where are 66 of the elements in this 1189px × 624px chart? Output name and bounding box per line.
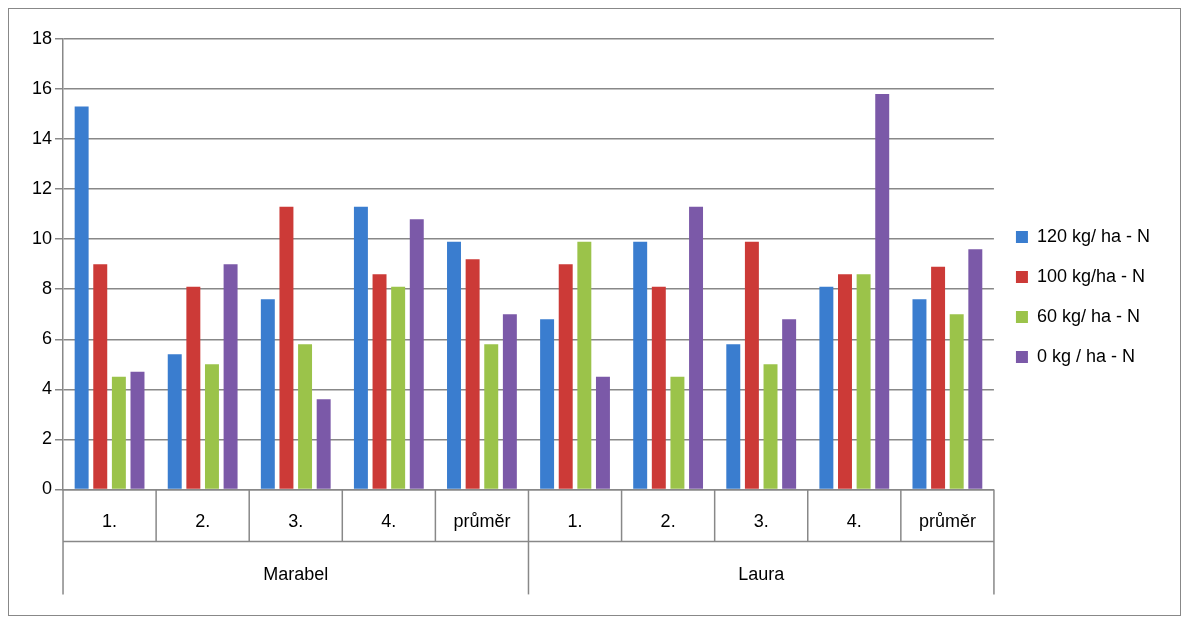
bar <box>298 344 313 489</box>
bar <box>93 264 108 489</box>
bar <box>726 344 741 489</box>
y-tick-label: 14 <box>31 128 53 149</box>
bar <box>782 319 797 489</box>
legend-label: 60 kg/ ha - N <box>1036 305 1140 326</box>
bar <box>856 274 871 489</box>
bar <box>670 376 685 489</box>
bar <box>130 371 145 489</box>
y-tick-label: 0 <box>42 478 53 499</box>
bar <box>353 206 368 489</box>
bar <box>968 249 983 489</box>
bar <box>651 286 666 489</box>
bar <box>838 274 852 489</box>
x-tick-label: průměr <box>918 511 976 532</box>
bar <box>558 264 573 489</box>
x-tick-label: 3. <box>288 511 304 532</box>
bar <box>949 314 964 489</box>
bar <box>577 241 592 489</box>
bar <box>279 206 294 489</box>
x-tick-label: průměr <box>453 511 511 532</box>
bar <box>875 94 890 489</box>
bar <box>484 344 499 489</box>
y-tick-label: 18 <box>31 27 53 48</box>
bar <box>540 319 555 489</box>
bar <box>372 274 387 489</box>
x-tick-label: 2. <box>660 511 676 532</box>
y-tick-label: 4 <box>42 378 53 399</box>
y-tick-label: 8 <box>42 278 53 299</box>
bar <box>74 106 89 489</box>
bar <box>204 364 219 489</box>
bar <box>223 264 238 489</box>
x-tick-label: 1. <box>102 511 118 532</box>
bar <box>689 206 704 489</box>
y-tick-label: 6 <box>42 328 53 349</box>
x-tick-label: 2. <box>195 511 211 532</box>
x-tick-label: 1. <box>567 511 583 532</box>
legend-label: 100 kg/ha - N <box>1036 265 1145 286</box>
bar <box>819 286 834 489</box>
legend-label: 120 kg/ ha - N <box>1036 225 1150 246</box>
y-tick-label: 10 <box>31 228 53 249</box>
bar <box>409 219 424 489</box>
x-tick-label: 3. <box>753 511 769 532</box>
bar <box>167 354 182 489</box>
text: Laura <box>738 564 786 585</box>
bar <box>633 241 648 489</box>
bar <box>931 266 946 489</box>
bar <box>391 286 406 489</box>
text: Marabel <box>263 564 329 585</box>
y-tick-label: 16 <box>31 78 53 99</box>
y-tick-label: 2 <box>42 428 53 449</box>
x-tick-label: 4. <box>381 511 397 532</box>
bar <box>465 259 480 489</box>
bar <box>447 241 461 489</box>
bar <box>912 299 927 489</box>
bar <box>744 241 759 489</box>
bar <box>502 314 517 489</box>
bar <box>111 376 126 489</box>
x-tick-label: 4. <box>846 511 862 532</box>
bar <box>763 364 778 489</box>
bar <box>595 376 610 489</box>
legend-label: 0 kg / ha - N <box>1036 345 1135 366</box>
bar <box>186 286 201 489</box>
bar <box>260 299 275 489</box>
bar <box>316 399 331 489</box>
y-tick-label: 12 <box>31 178 53 199</box>
